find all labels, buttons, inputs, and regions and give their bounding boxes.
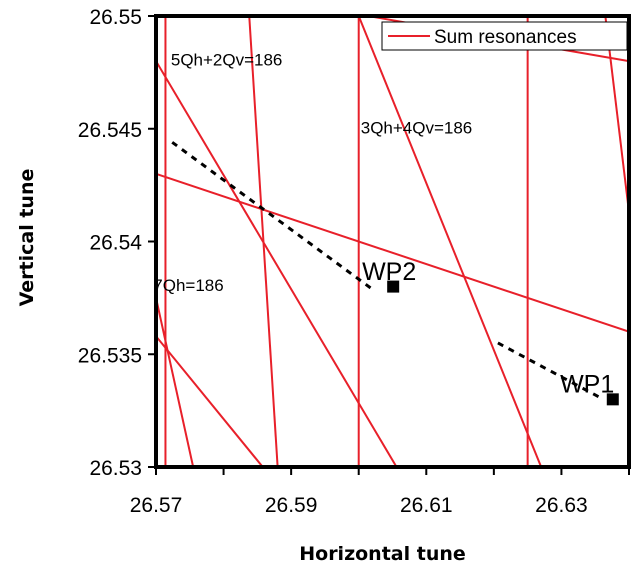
x-tick-label: 26.61 xyxy=(400,494,453,517)
plot-background xyxy=(156,16,629,467)
y-tick-label: 26.53 xyxy=(89,457,142,480)
y-tick-label: 26.54 xyxy=(89,232,142,255)
wp1-marker xyxy=(606,393,619,406)
resonance-line-4 xyxy=(156,60,398,467)
x-tick-label: 26.57 xyxy=(130,494,183,517)
wp2-label: WP2 xyxy=(362,258,416,286)
wp2-marker xyxy=(387,280,400,293)
x-tick-label: 26.63 xyxy=(535,494,588,517)
y-tick-label: 26.545 xyxy=(78,119,142,142)
resonance-line-8 xyxy=(156,335,264,467)
axis-ticks: 26.57 26.59 26.61 26.63 26.53 26.535 26.54 26.5… xyxy=(78,6,630,517)
y-axis-title: Vertical tune xyxy=(16,169,38,307)
working-point-trails xyxy=(171,141,600,399)
wp1-label: WP1 xyxy=(560,371,614,399)
x-tick-label: 26.59 xyxy=(265,494,318,517)
resonance-line-6 xyxy=(156,172,629,333)
y-tick-label: 26.55 xyxy=(89,6,142,29)
resonance-line-7 xyxy=(156,297,195,467)
resonance-annotation-3: 7Qh=186 xyxy=(153,276,223,295)
legend: Sum resonances xyxy=(381,21,628,51)
resonance-line-9 xyxy=(248,16,279,467)
legend-label-sum-resonances: Sum resonances xyxy=(434,27,577,48)
resonance-annotations: 5Qh+2Qv=186 3Qh+4Qv=186 7Qh=186 xyxy=(153,51,472,295)
wp2-trail xyxy=(171,141,376,293)
resonance-line-5 xyxy=(357,16,543,467)
working-points: WP2 WP1 xyxy=(362,258,619,406)
x-axis-title: Horizontal tune xyxy=(299,543,466,565)
resonance-annotation-1: 5Qh+2Qv=186 xyxy=(171,51,283,70)
resonance-annotation-2: 3Qh+4Qv=186 xyxy=(361,118,473,137)
y-tick-label: 26.535 xyxy=(78,344,142,367)
